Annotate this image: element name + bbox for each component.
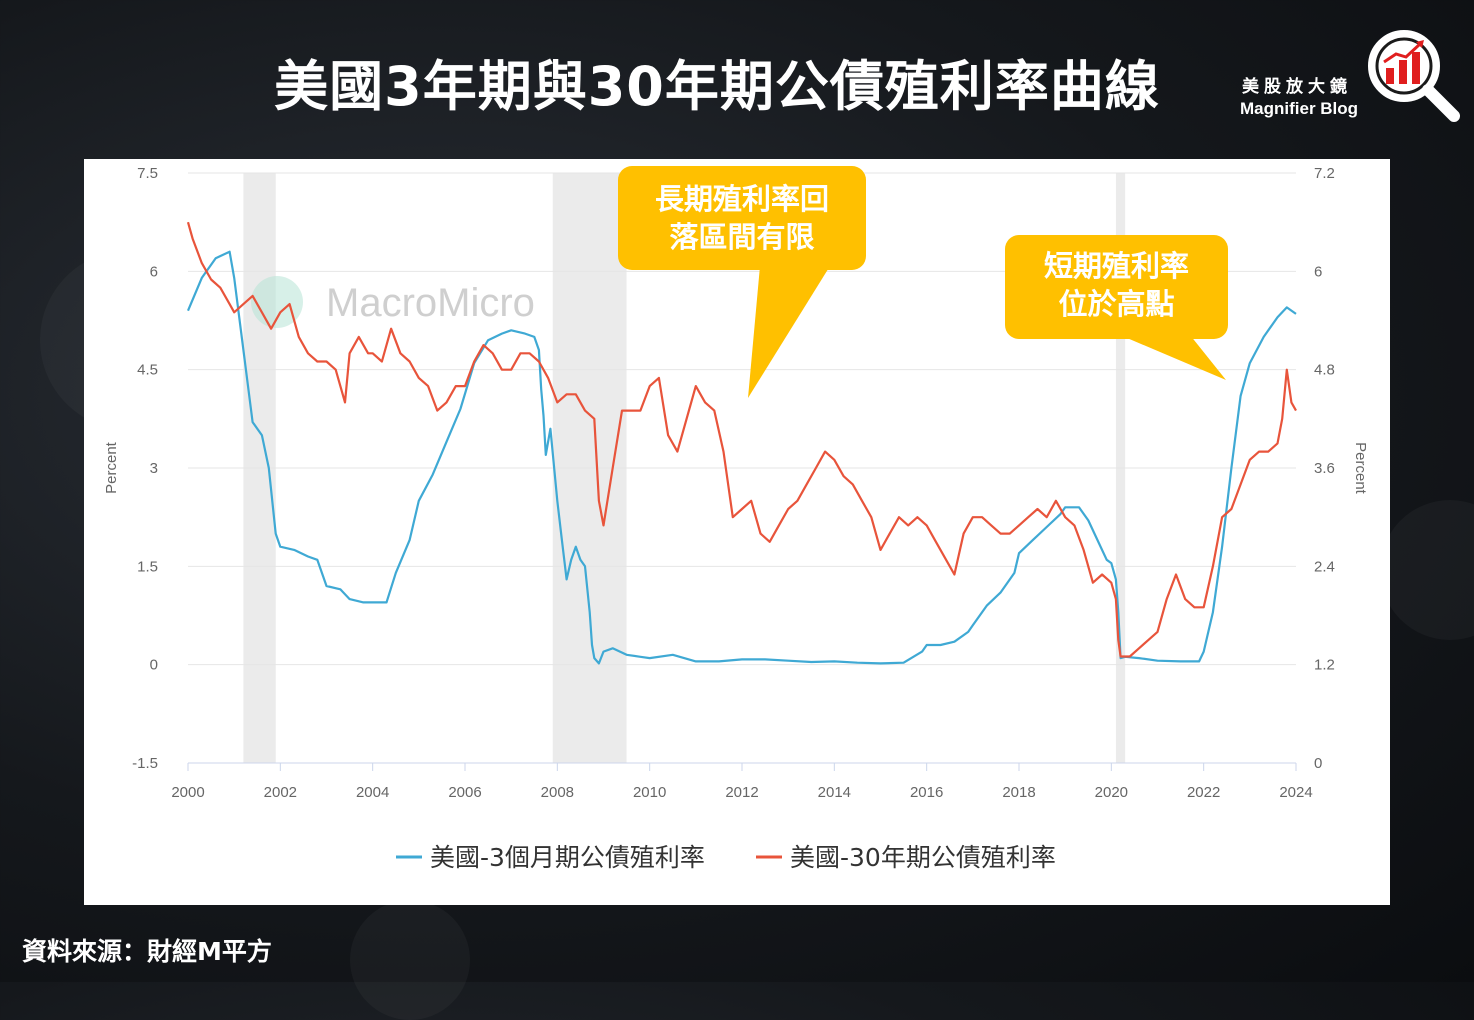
brand-block: 美股放大鏡 Magnifier Blog (1236, 66, 1466, 126)
brand-name-en: Magnifier Blog (1240, 99, 1359, 118)
x-tick-label: 2016 (910, 784, 943, 801)
x-tick-label: 2010 (633, 784, 666, 801)
x-tick-label: 2022 (1187, 784, 1220, 801)
y-right-tick-label: 1.2 (1314, 657, 1335, 674)
x-tick-label: 2002 (264, 784, 297, 801)
y-right-tick-label: 3.6 (1314, 460, 1335, 477)
y-right-tick-label: 2.4 (1314, 558, 1335, 575)
x-tick-label: 2020 (1095, 784, 1128, 801)
x-tick-label: 2004 (356, 784, 389, 801)
x-tick-label: 2000 (171, 784, 204, 801)
x-tick-label: 2018 (1002, 784, 1035, 801)
background-decor (1380, 500, 1474, 640)
series-line-30y (186, 221, 1297, 658)
y-right-tick-label: 6 (1314, 263, 1322, 280)
watermark-text: MacroMicro (326, 281, 535, 325)
legend-label-3m: 美國-3個月期公債殖利率 (430, 843, 705, 872)
callout-short-term: 短期殖利率 位於高點 (1005, 235, 1228, 339)
source-note: 資料來源：財經M平方 (22, 937, 272, 966)
yield-chart: 7.5 7.2 6 6 4.5 4.8 3 3.6 1.5 2.4 0 1.2 -1.5 0 2000 200… (103, 165, 1369, 872)
brand-name-cn: 美股放大鏡 (1242, 77, 1352, 97)
callout-long-term: 長期殖利率回 落區間有限 (618, 166, 866, 270)
x-tick-label: 2006 (448, 784, 481, 801)
page-title: 美國3年期與30年期公債殖利率曲線 (274, 55, 1160, 118)
x-tick-label: 2012 (725, 784, 758, 801)
y-left-tick-label: -1.5 (132, 755, 158, 772)
background-decor (350, 900, 470, 1020)
x-tick-label: 2008 (541, 784, 574, 801)
y-left-tick-label: 6 (150, 263, 158, 280)
legend-label-30y: 美國-30年期公債殖利率 (790, 843, 1056, 872)
y-left-tick-label: 4.5 (137, 362, 158, 379)
x-tick-label: 2024 (1279, 784, 1312, 801)
y-right-tick-label: 7.2 (1314, 165, 1335, 182)
y-left-tick-label: 0 (150, 657, 158, 674)
y-right-tick-label: 4.8 (1314, 362, 1335, 379)
y-left-tick-label: 3 (150, 460, 158, 477)
y-left-axis-title: Percent (103, 441, 120, 494)
y-right-tick-label: 0 (1314, 755, 1322, 772)
magnifier-logo-icon (1368, 30, 1460, 122)
y-left-tick-label: 1.5 (137, 558, 158, 575)
series-line-3m (186, 250, 1297, 665)
x-tick-label: 2014 (818, 784, 851, 801)
y-left-tick-label: 7.5 (137, 165, 158, 182)
y-right-axis-title: Percent (1352, 442, 1369, 495)
